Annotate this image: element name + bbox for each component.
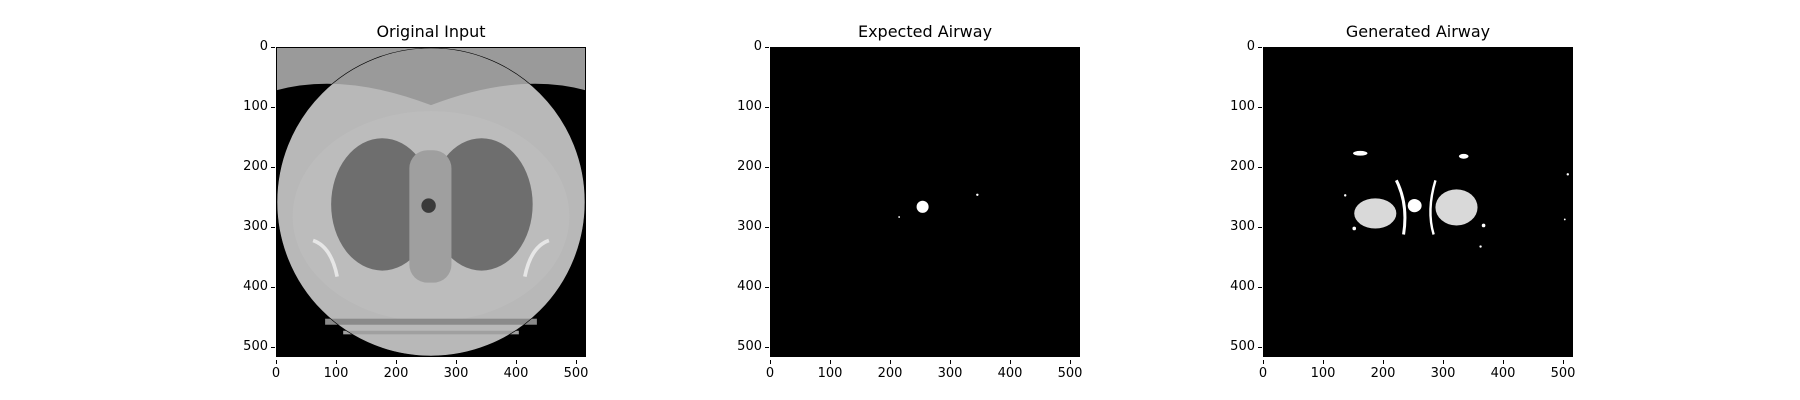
panel-title: Generated Airway xyxy=(1345,22,1491,41)
panel-expected-airway: Expected Airway 0 100 200 300 400 500 0 … xyxy=(730,0,1090,400)
x-tick-label: 200 xyxy=(376,360,416,381)
y-tick-label: 200 xyxy=(1223,160,1262,174)
y-tick-label: 100 xyxy=(1223,100,1262,114)
x-tick-label: 0 xyxy=(1243,360,1283,381)
x-tick-label: 0 xyxy=(256,360,296,381)
y-tick-label: 400 xyxy=(730,280,769,294)
panel-title: Expected Airway xyxy=(857,22,993,41)
x-tick-label: 500 xyxy=(1050,360,1090,381)
y-tick-label: 300 xyxy=(236,220,275,234)
x-tick-label: 0 xyxy=(750,360,790,381)
panel-generated-airway: Generated Airway 0 100 200 300 400 500 0… xyxy=(1223,0,1583,400)
x-tick-label: 300 xyxy=(436,360,476,381)
y-tick-label: 0 xyxy=(236,40,275,54)
x-tick-label: 200 xyxy=(870,360,910,381)
x-tick-label: 300 xyxy=(930,360,970,381)
panel-title: Original Input xyxy=(376,22,486,41)
y-tick-label: 200 xyxy=(730,160,769,174)
y-tick-label: 100 xyxy=(236,100,275,114)
x-tick-label: 100 xyxy=(810,360,850,381)
y-tick-label: 0 xyxy=(730,40,769,54)
x-tick-label: 100 xyxy=(1303,360,1343,381)
x-tick-label: 400 xyxy=(990,360,1030,381)
y-tick-label: 500 xyxy=(1223,340,1262,354)
panel-original-input: Original Input 0 100 200 300 400 500 0 1… xyxy=(236,0,596,400)
generated-airway-mask xyxy=(1263,47,1573,357)
ct-scan-image xyxy=(276,47,586,357)
y-tick-label: 0 xyxy=(1223,40,1262,54)
y-tick-label: 200 xyxy=(236,160,275,174)
x-tick-label: 500 xyxy=(1543,360,1583,381)
x-tick-label: 200 xyxy=(1363,360,1403,381)
y-tick-label: 500 xyxy=(730,340,769,354)
y-tick-label: 100 xyxy=(730,100,769,114)
x-tick-label: 400 xyxy=(1483,360,1523,381)
y-tick-label: 300 xyxy=(730,220,769,234)
y-tick-label: 300 xyxy=(1223,220,1262,234)
y-tick-label: 500 xyxy=(236,340,275,354)
x-tick-label: 500 xyxy=(556,360,596,381)
x-tick-label: 100 xyxy=(316,360,356,381)
y-tick-label: 400 xyxy=(1223,280,1262,294)
expected-airway-mask xyxy=(770,47,1080,357)
x-tick-label: 300 xyxy=(1423,360,1463,381)
x-tick-label: 400 xyxy=(496,360,536,381)
y-tick-label: 400 xyxy=(236,280,275,294)
